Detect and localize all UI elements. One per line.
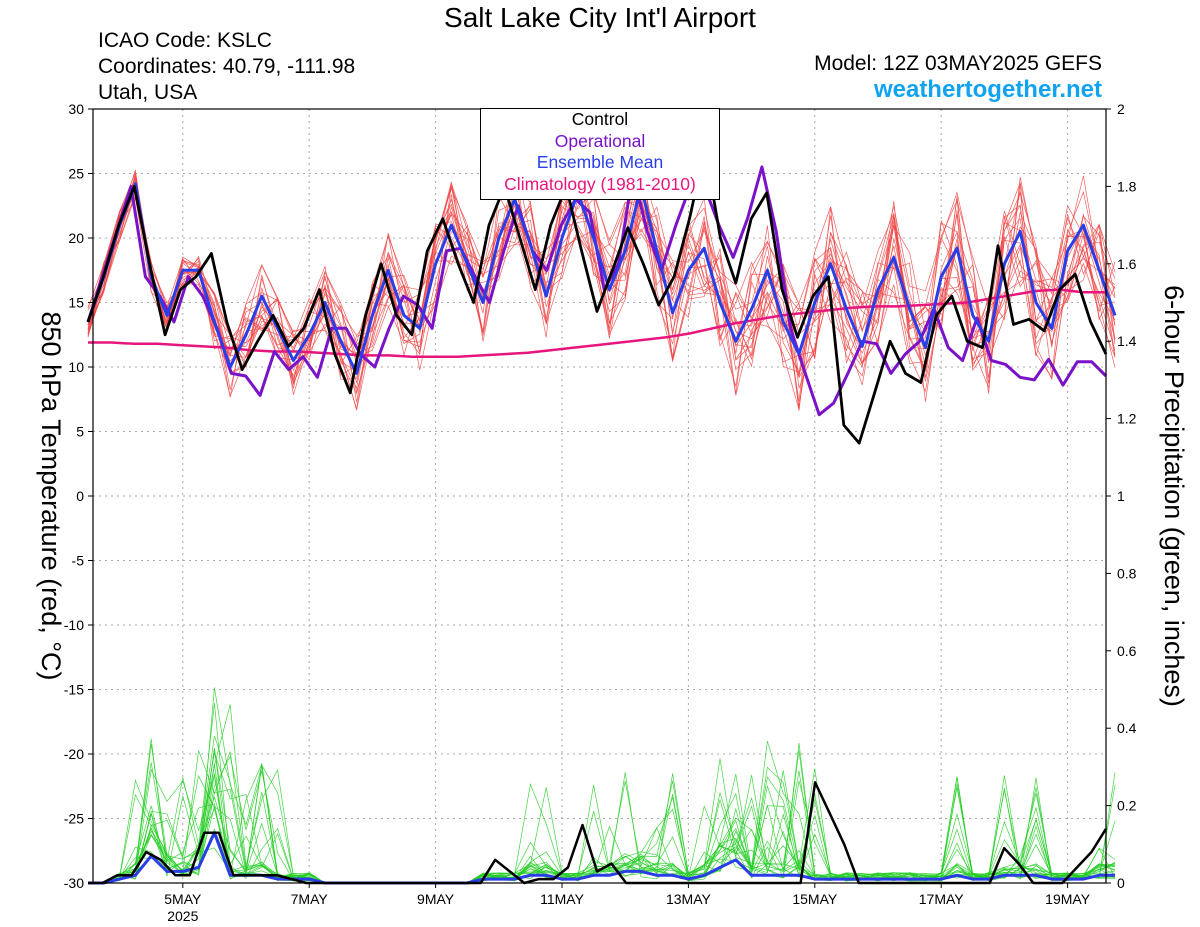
y-axis-label-right: 6-hour Precipitation (green, inches)	[1159, 285, 1189, 707]
right-tick-label: 0.2	[1117, 798, 1137, 814]
left-tick-label: 15	[68, 295, 84, 311]
right-tick-label: 0.4	[1117, 720, 1137, 736]
x-tick-label: 11MAY	[540, 891, 584, 907]
station-coordinates: Coordinates: 40.79, -111.98	[98, 55, 356, 78]
chart-grid	[93, 109, 1106, 883]
temp-member-line	[87, 148, 1116, 377]
left-tick-label: 25	[68, 166, 84, 182]
right-tick-label: 0	[1117, 875, 1125, 891]
temp-member-line	[87, 175, 1116, 383]
right-tick-label: 2	[1117, 101, 1125, 117]
x-tick-label: 15MAY	[792, 891, 838, 907]
right-tick-label: 0.6	[1117, 643, 1137, 659]
x-tick-label: 17MAY	[919, 891, 965, 907]
precip-member-line	[88, 768, 1116, 884]
legend-control: Control	[571, 109, 629, 129]
left-tick-label: -5	[72, 553, 85, 569]
right-tick-label: 1	[1117, 488, 1125, 504]
x-tick-label: 5MAY	[164, 891, 202, 907]
x-tick-label: 9MAY	[417, 891, 455, 907]
left-tick-label: -30	[64, 875, 84, 891]
precip-member-line	[88, 748, 1116, 884]
right-tick-label: 1.2	[1117, 411, 1137, 427]
chart-title: Salt Lake City Int'l Airport	[444, 2, 756, 33]
legend-operational: Operational	[554, 130, 646, 151]
x-tick-year: 2025	[167, 908, 198, 924]
right-tick-label: 1.8	[1117, 178, 1137, 194]
left-tick-label: 20	[68, 230, 84, 246]
left-tick-label: 5	[76, 424, 84, 440]
right-tick-label: 0.8	[1117, 565, 1137, 581]
right-tick-label: 1.4	[1117, 333, 1137, 349]
control-temp-line	[86, 146, 1108, 445]
temp-member-line	[87, 159, 1116, 381]
left-tick-label: -15	[64, 682, 84, 698]
x-tick-label: 13MAY	[666, 891, 712, 907]
station-region: Utah, USA	[98, 81, 198, 104]
mean-temp-line	[86, 182, 1117, 375]
x-tick-label: 19MAY	[1045, 891, 1091, 907]
model-run: Model: 12Z 03MAY2025 GEFS	[814, 52, 1102, 75]
legend-climatology: Climatology (1981-2010)	[504, 173, 696, 194]
left-tick-label: 0	[76, 488, 84, 504]
legend-ensemble-mean: Ensemble Mean	[536, 152, 664, 172]
x-tick-label: 7MAY	[291, 891, 329, 907]
icao-code: ICAO Code: KSLC	[98, 29, 272, 52]
right-tick-label: 1.6	[1117, 256, 1137, 272]
left-tick-label: -25	[64, 811, 84, 827]
chart-legend: Control Operational Ensemble Mean Climat…	[480, 108, 720, 200]
y-axis-label-left: 850 hPa Temperature (red, °C)	[36, 312, 66, 681]
brand-link[interactable]: weathertogether.net	[873, 76, 1102, 103]
axis-labels: 302520151050-5-10-15-20-25-3021.81.61.41…	[36, 101, 1189, 924]
left-tick-label: -10	[64, 617, 84, 633]
left-tick-label: -20	[64, 746, 84, 762]
left-tick-label: 10	[68, 359, 84, 375]
temp-member-line	[87, 164, 1116, 385]
left-tick-label: 30	[68, 101, 84, 117]
precip-member-line	[88, 777, 1116, 884]
